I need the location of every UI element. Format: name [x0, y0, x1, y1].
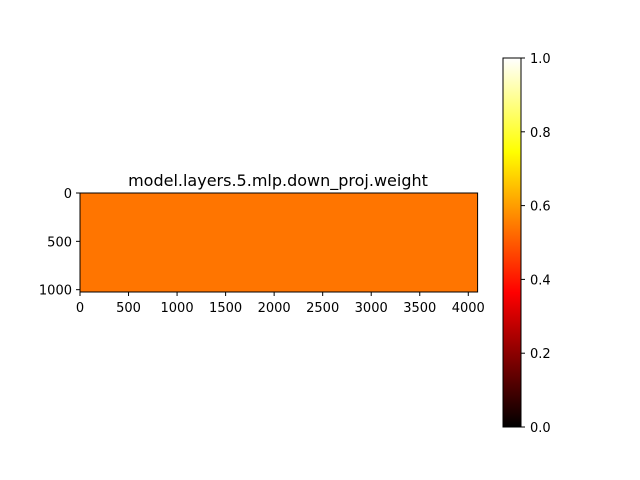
x-tick-label: 3500 [403, 301, 436, 316]
colorbar-tick-label: 0.2 [530, 347, 551, 362]
plot-area [79, 192, 479, 293]
y-axis-ticks: 0 500 1000 [39, 187, 80, 299]
x-tick-label: 0 [76, 301, 84, 316]
x-tick-label: 2000 [258, 301, 291, 316]
y-tick-label: 500 [47, 235, 72, 250]
x-tick-label: 2500 [306, 301, 339, 316]
chart-title: model.layers.5.mlp.down_proj.weight [128, 171, 428, 191]
x-tick-label: 1500 [209, 301, 242, 316]
colorbar-tick-label: 0.6 [530, 200, 551, 215]
x-tick-label: 4000 [452, 301, 485, 316]
colorbar-ticks: 0.0 0.2 0.4 0.6 0.8 1.0 [521, 52, 551, 436]
x-axis-ticks: 0 500 1000 1500 2000 2500 3000 3500 4000 [76, 292, 485, 316]
colorbar-frame [502, 57, 522, 428]
colorbar-tick-label: 0.0 [530, 421, 551, 436]
colorbar-gradient [503, 58, 521, 427]
x-tick-label: 500 [116, 301, 141, 316]
x-tick-label: 1000 [161, 301, 194, 316]
y-tick-label: 1000 [39, 284, 72, 299]
heatmap-image [80, 193, 478, 292]
x-tick-label: 3000 [355, 301, 388, 316]
y-tick-label: 0 [64, 187, 72, 202]
colorbar-tick-label: 0.8 [530, 126, 551, 141]
plot-frame [79, 192, 479, 293]
colorbar: 0.0 0.2 0.4 0.6 0.8 1.0 [502, 52, 551, 436]
colorbar-tick-label: 0.4 [530, 273, 551, 288]
colorbar-tick-label: 1.0 [530, 52, 551, 67]
